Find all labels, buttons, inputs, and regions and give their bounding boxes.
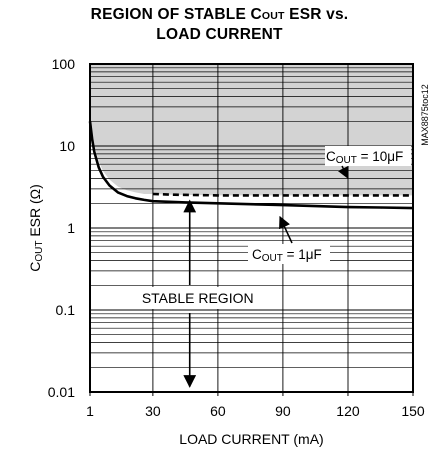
series-line-10uF (152, 192, 413, 197)
y-tick-label: 0.1 (56, 302, 76, 318)
series-line-1uF (88, 121, 414, 210)
x-tick-label: 60 (210, 403, 226, 419)
stable-region-label: STABLE REGION (142, 290, 254, 306)
y-tick-label: 1 (67, 220, 75, 236)
plot-frame (89, 63, 414, 393)
x-axis-label: LOAD CURRENT (mA) (179, 431, 323, 447)
chart-title-line2: LOAD CURRENT (156, 26, 283, 43)
y-tick-label: 10 (59, 138, 75, 154)
y-tick-label: 0.01 (48, 384, 75, 400)
stable-region-label-box (132, 287, 263, 309)
x-tick-label: 90 (275, 403, 291, 419)
label-10uF-box (325, 146, 411, 166)
series-curves (88, 121, 414, 210)
y-tick-label: 100 (52, 56, 76, 72)
y-axis-label: COUT ESR (Ω) (27, 184, 45, 272)
x-tick-label: 1 (86, 403, 94, 419)
label-10uF: COUT = 10μF (326, 149, 403, 166)
x-tick-label: 120 (336, 403, 360, 419)
part-number-label: MAX8875toc12 (420, 84, 430, 146)
axis-labels: LOAD CURRENT (mA) COUT ESR (Ω) MAX8875toc1… (27, 84, 430, 447)
x-tick-label: 30 (145, 403, 161, 419)
label-1uF: COUT = 1μF (252, 247, 322, 264)
axis-ticks: 1 30 60 90 120 150 100 10 1 0.1 0.01 (48, 56, 425, 419)
x-tick-label: 150 (401, 403, 425, 419)
annotations: STABLE REGION COUT = 10μF COUT = 1μF (132, 146, 411, 388)
shaded-area (90, 64, 413, 196)
label-10uF-arrow (337, 165, 349, 180)
label-1uF-arrow (279, 215, 293, 244)
unstable-shaded-region (90, 64, 413, 196)
chart-title-line1: REGION OF STABLE COUT ESR vs. (90, 6, 349, 23)
grid-lines (90, 64, 413, 392)
label-1uF-box (248, 244, 330, 264)
